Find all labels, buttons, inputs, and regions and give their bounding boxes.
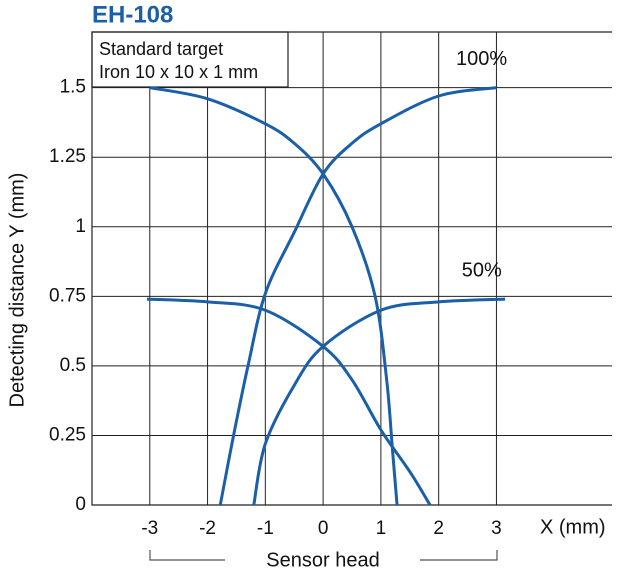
curve xyxy=(146,297,432,506)
curve xyxy=(218,86,497,506)
note-box xyxy=(91,31,289,88)
note-line: Standard target xyxy=(99,39,223,59)
note-line: Iron 10 x 10 x 1 mm xyxy=(99,62,258,82)
y-tick-label: 0.25 xyxy=(49,424,86,445)
x-caption: Sensor head xyxy=(266,549,379,571)
y-tick-label: 1.25 xyxy=(49,146,86,167)
x-tick-label: -2 xyxy=(199,518,216,539)
y-axis-label: Detecting distance Y (mm) xyxy=(6,173,28,408)
y-tick-label: 0.75 xyxy=(49,285,86,306)
x-axis-label: X (mm) xyxy=(540,516,606,538)
x-tick-label: -1 xyxy=(257,518,274,539)
y-tick-label: 0.5 xyxy=(60,355,86,376)
chart-title: EH-108 xyxy=(92,1,173,28)
curve-label: 100% xyxy=(456,48,507,70)
caption-bracket xyxy=(149,550,498,561)
curve xyxy=(149,86,399,506)
x-tick-label: 1 xyxy=(376,518,387,539)
curve xyxy=(252,297,506,506)
y-tick-label: 1 xyxy=(75,216,86,237)
plot-frame xyxy=(91,31,612,506)
y-tick-label: 1.5 xyxy=(60,77,86,98)
x-tick-label: 3 xyxy=(491,518,502,539)
y-tick-label: 0 xyxy=(75,494,86,515)
curve-label: 50% xyxy=(462,260,502,282)
x-tick-label: -3 xyxy=(141,518,158,539)
x-tick-label: 0 xyxy=(318,518,329,539)
x-tick-label: 2 xyxy=(433,518,444,539)
